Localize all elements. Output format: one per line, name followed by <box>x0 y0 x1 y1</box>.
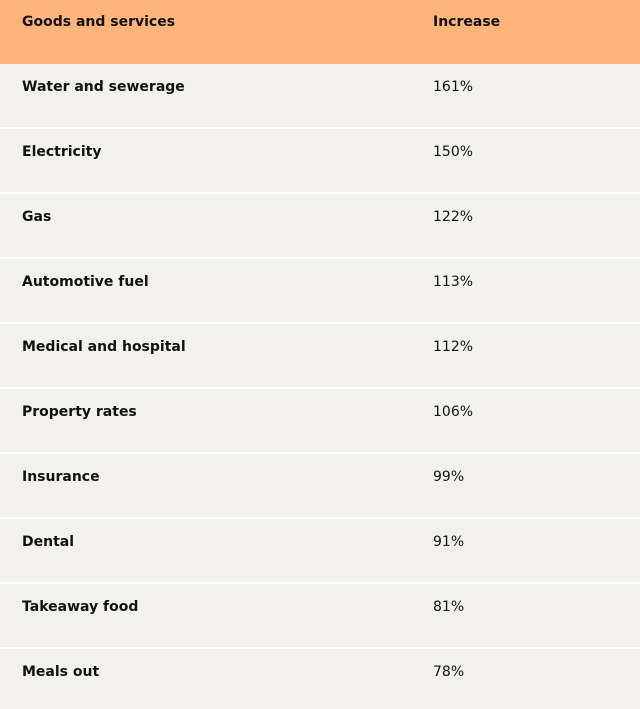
row-increase: 91% <box>433 534 465 550</box>
row-item: Medical and hospital <box>22 339 186 355</box>
row-item: Water and sewerage <box>22 79 185 95</box>
row-increase: 112% <box>433 339 474 355</box>
row-item: Takeaway food <box>22 599 139 615</box>
table-row: Takeaway food 81% <box>0 584 640 649</box>
row-increase: 78% <box>433 664 465 680</box>
row-increase: 150% <box>433 144 474 160</box>
row-increase: 99% <box>433 469 465 485</box>
row-item: Dental <box>22 534 75 550</box>
table-row: Automotive fuel 113% <box>0 259 640 324</box>
row-increase: 122% <box>433 209 474 225</box>
row-increase: 81% <box>433 599 465 615</box>
header-goods-services: Goods and services <box>22 14 176 30</box>
row-item: Property rates <box>22 404 137 420</box>
row-increase: 113% <box>433 274 474 290</box>
row-item: Insurance <box>22 469 100 485</box>
table-row: Insurance 99% <box>0 454 640 519</box>
row-item: Electricity <box>22 144 102 160</box>
header-increase: Increase <box>433 14 501 30</box>
row-increase: 161% <box>433 79 474 95</box>
row-item: Gas <box>22 209 52 225</box>
row-item: Automotive fuel <box>22 274 149 290</box>
table-row: Water and sewerage 161% <box>0 64 640 129</box>
table-row: Electricity 150% <box>0 129 640 194</box>
table-row: Property rates 106% <box>0 389 640 454</box>
table-row: Gas 122% <box>0 194 640 259</box>
row-item: Meals out <box>22 664 100 680</box>
table-row: Meals out 78% <box>0 649 640 709</box>
table-row: Dental 91% <box>0 519 640 584</box>
table-row: Medical and hospital 112% <box>0 324 640 389</box>
table-header-row: Goods and services Increase <box>0 0 640 64</box>
row-increase: 106% <box>433 404 474 420</box>
